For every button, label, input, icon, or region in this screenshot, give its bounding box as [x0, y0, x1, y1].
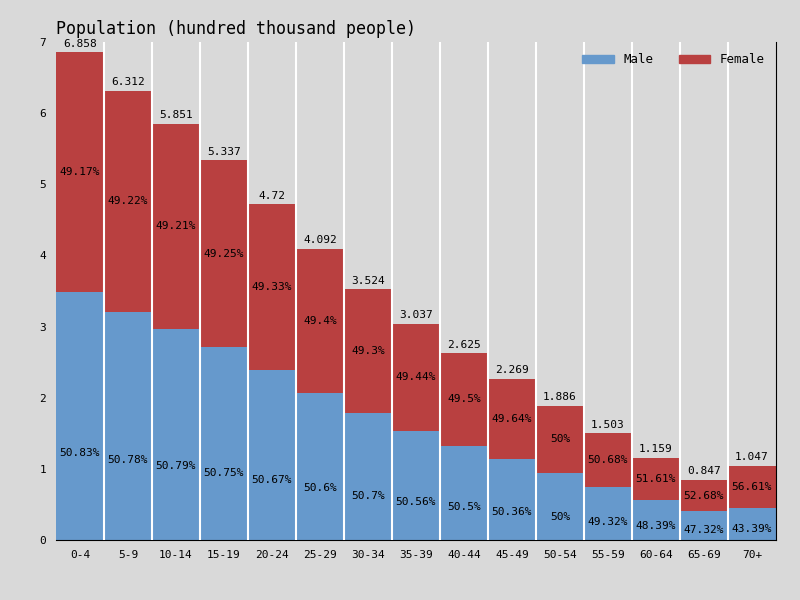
Bar — [584, 487, 632, 540]
Text: 50.5%: 50.5% — [447, 502, 481, 512]
Bar — [104, 91, 152, 312]
Text: 50.6%: 50.6% — [303, 484, 337, 493]
Text: 50.56%: 50.56% — [396, 497, 436, 507]
Bar — [488, 459, 536, 540]
Bar — [248, 370, 296, 540]
Bar — [632, 500, 680, 540]
Text: 50.75%: 50.75% — [204, 467, 244, 478]
Bar — [200, 160, 248, 347]
Text: 3.524: 3.524 — [351, 276, 385, 286]
Text: 49.64%: 49.64% — [492, 413, 532, 424]
Text: 50.83%: 50.83% — [60, 448, 100, 458]
Text: 6.312: 6.312 — [111, 77, 145, 88]
Text: 52.68%: 52.68% — [684, 491, 724, 500]
Bar — [728, 508, 776, 540]
Text: 50.78%: 50.78% — [108, 455, 148, 465]
Text: 49.21%: 49.21% — [156, 221, 196, 231]
Text: 49.5%: 49.5% — [447, 394, 481, 404]
Bar — [536, 473, 584, 540]
Text: 50.7%: 50.7% — [351, 491, 385, 500]
Text: 1.047: 1.047 — [735, 452, 769, 462]
Text: 50%: 50% — [550, 512, 570, 521]
Text: 4.092: 4.092 — [303, 235, 337, 245]
Text: 51.61%: 51.61% — [636, 474, 676, 484]
Text: 2.269: 2.269 — [495, 365, 529, 375]
Bar — [296, 392, 344, 540]
Legend: Male, Female: Male, Female — [578, 48, 770, 71]
Text: 50.36%: 50.36% — [492, 506, 532, 517]
Bar — [344, 413, 392, 540]
Text: 48.39%: 48.39% — [636, 521, 676, 531]
Bar — [296, 249, 344, 392]
Text: 6.858: 6.858 — [63, 38, 97, 49]
Text: 49.33%: 49.33% — [252, 282, 292, 292]
Bar — [152, 329, 200, 540]
Bar — [104, 312, 152, 540]
Text: 47.32%: 47.32% — [684, 525, 724, 535]
Text: 50.79%: 50.79% — [156, 461, 196, 471]
Text: 0.847: 0.847 — [687, 466, 721, 476]
Text: 2.625: 2.625 — [447, 340, 481, 350]
Bar — [392, 431, 440, 540]
Text: 49.17%: 49.17% — [60, 167, 100, 177]
Bar — [488, 379, 536, 459]
Bar — [200, 347, 248, 540]
Bar — [248, 204, 296, 370]
Text: 49.44%: 49.44% — [396, 373, 436, 382]
Bar — [392, 324, 440, 431]
Bar — [56, 292, 104, 540]
Text: 49.4%: 49.4% — [303, 316, 337, 326]
Bar — [56, 52, 104, 292]
Bar — [440, 446, 488, 540]
Text: 49.32%: 49.32% — [588, 517, 628, 527]
Text: 50.67%: 50.67% — [252, 475, 292, 485]
Bar — [536, 406, 584, 473]
Text: 1.886: 1.886 — [543, 392, 577, 402]
Text: 49.22%: 49.22% — [108, 196, 148, 206]
Text: 1.503: 1.503 — [591, 419, 625, 430]
Text: 43.39%: 43.39% — [732, 524, 772, 533]
Text: Population (hundred thousand people): Population (hundred thousand people) — [56, 20, 416, 38]
Text: 3.037: 3.037 — [399, 310, 433, 320]
Bar — [680, 511, 728, 540]
Text: 1.159: 1.159 — [639, 444, 673, 454]
Text: 5.337: 5.337 — [207, 147, 241, 157]
Text: 50%: 50% — [550, 434, 570, 445]
Bar — [632, 458, 680, 500]
Bar — [728, 466, 776, 508]
Text: 49.25%: 49.25% — [204, 249, 244, 259]
Bar — [152, 124, 200, 329]
Text: 4.72: 4.72 — [258, 191, 286, 200]
Text: 5.851: 5.851 — [159, 110, 193, 120]
Text: 49.3%: 49.3% — [351, 346, 385, 356]
Bar — [680, 480, 728, 511]
Text: 50.68%: 50.68% — [588, 455, 628, 465]
Bar — [440, 353, 488, 446]
Bar — [584, 433, 632, 487]
Text: 56.61%: 56.61% — [732, 482, 772, 491]
Bar — [344, 289, 392, 413]
